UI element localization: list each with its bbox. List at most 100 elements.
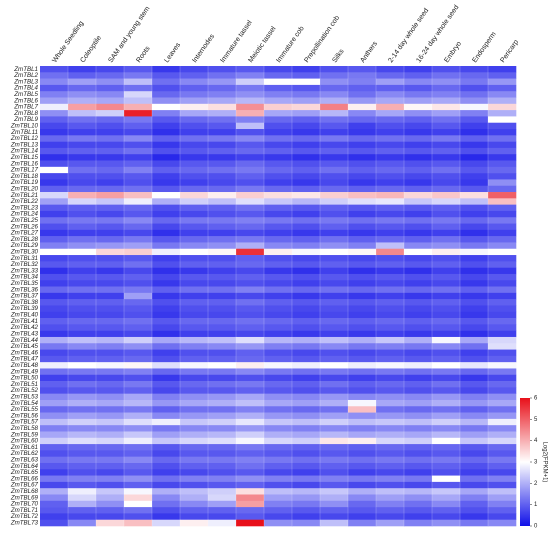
heat-cell (404, 299, 433, 306)
heat-cell (96, 500, 125, 508)
heat-cell (488, 299, 517, 306)
heat-cell (404, 462, 433, 470)
row-label: ZmTBL34 (10, 274, 39, 281)
heat-cell (180, 173, 209, 180)
heat-cell (460, 519, 489, 527)
heat-cell (180, 305, 209, 313)
heat-cell (68, 336, 97, 344)
heat-cell (180, 311, 209, 319)
heat-cell (292, 374, 321, 382)
heat-cell (320, 374, 349, 382)
heat-cell (40, 437, 69, 445)
heat-cell (124, 223, 153, 231)
heat-cell (376, 147, 405, 155)
heat-cell (152, 204, 181, 212)
row-label: ZmTBL25 (10, 217, 39, 224)
heat-cell (236, 66, 265, 73)
heat-cell (460, 374, 489, 382)
heat-cell (292, 330, 321, 338)
heat-cell (68, 450, 97, 457)
heat-cell (488, 91, 517, 98)
heat-cell (320, 292, 349, 300)
heat-cell (180, 84, 209, 92)
heat-cell (152, 97, 181, 105)
heat-cell (124, 349, 153, 357)
heat-cell (292, 513, 321, 520)
heat-cell (68, 368, 97, 376)
heat-cell (460, 311, 489, 319)
heat-cell (40, 393, 69, 401)
heat-cell (348, 343, 377, 350)
column-label: Coleoptile (79, 35, 103, 65)
heat-cell (68, 97, 97, 105)
heat-cell (68, 147, 97, 155)
heat-cell (292, 488, 321, 495)
heat-cell (432, 299, 461, 306)
heat-cell (376, 242, 405, 250)
heat-cell (404, 192, 433, 199)
heat-cell (376, 412, 405, 420)
heat-cell (40, 513, 69, 520)
heat-cell (124, 217, 153, 224)
heat-cell (68, 198, 97, 205)
heat-cell (96, 160, 125, 168)
heat-cell (208, 192, 237, 199)
heat-cell (152, 173, 181, 180)
heat-cell (404, 78, 433, 86)
heat-cell (236, 292, 265, 300)
heat-cell (40, 462, 69, 470)
heat-cell (124, 66, 153, 73)
heat-cell (432, 507, 461, 514)
heat-cell (404, 305, 433, 313)
heat-cell (488, 129, 517, 136)
heat-cell (292, 185, 321, 193)
heat-cell (152, 488, 181, 495)
heat-cell (124, 513, 153, 520)
heat-cell (320, 204, 349, 212)
heat-cell (292, 267, 321, 275)
heat-cell (96, 387, 125, 394)
heat-cell (320, 406, 349, 413)
row-label: ZmTBL54 (10, 400, 39, 407)
heat-cell (208, 519, 237, 527)
heat-cell (152, 267, 181, 275)
heat-cell (264, 418, 293, 426)
heat-cell (264, 349, 293, 357)
heat-cell (376, 273, 405, 281)
heat-cell (40, 387, 69, 394)
heat-cell (376, 393, 405, 401)
heat-cell (404, 318, 433, 325)
heat-cell (152, 475, 181, 483)
heat-cell (404, 343, 433, 350)
heat-cell (180, 185, 209, 193)
heat-cell (236, 147, 265, 155)
heat-cell (96, 147, 125, 155)
heat-cell (432, 519, 461, 527)
heat-cell (152, 330, 181, 338)
heat-cell (404, 116, 433, 124)
heat-cell (180, 280, 209, 287)
heat-cell (40, 255, 69, 262)
heat-cell (376, 368, 405, 376)
heat-cell (236, 311, 265, 319)
heat-cell (124, 292, 153, 300)
heat-cell (488, 110, 517, 117)
heat-cell (180, 437, 209, 445)
heat-cell (292, 236, 321, 243)
heat-cell (264, 173, 293, 180)
row-label: ZmTBL41 (10, 318, 38, 325)
heat-cell (152, 324, 181, 331)
heat-cell (264, 355, 293, 363)
heat-cell (208, 362, 237, 369)
row-label: ZmTBL32 (10, 261, 39, 268)
heat-cell (96, 267, 125, 275)
heat-cell (40, 72, 69, 79)
heat-cell (152, 481, 181, 489)
heat-cell (68, 324, 97, 331)
heat-cell (376, 122, 405, 130)
heat-cell (264, 198, 293, 205)
row-label: ZmTBL6 (13, 97, 38, 104)
heat-cell (264, 374, 293, 382)
heat-cell (152, 84, 181, 92)
heat-cell (264, 179, 293, 187)
